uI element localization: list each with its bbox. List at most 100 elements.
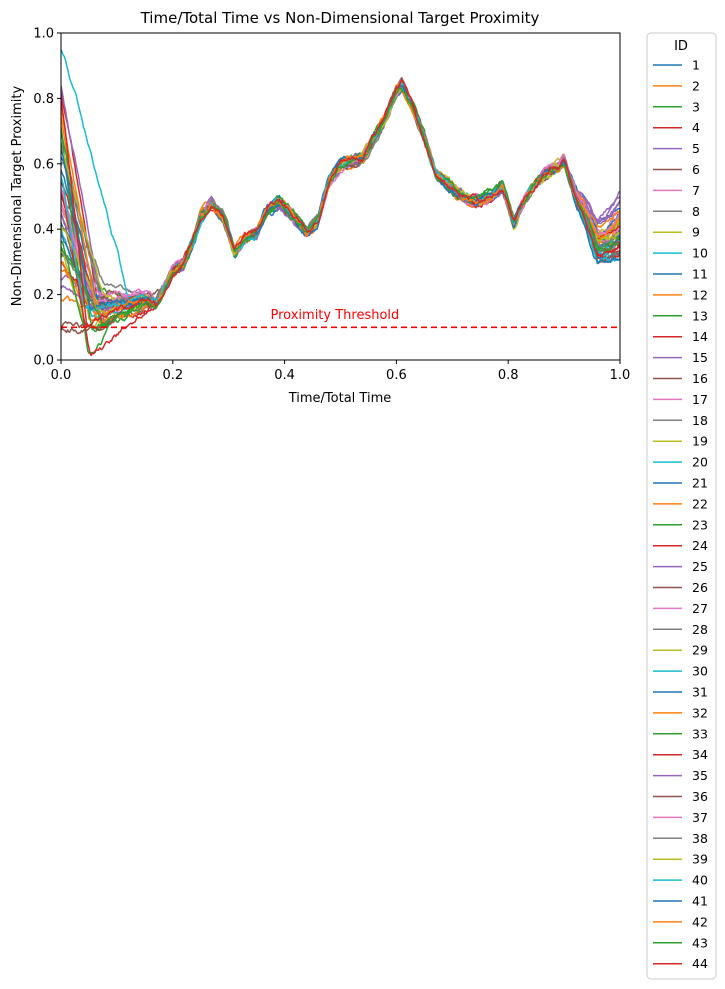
series-line-43: [61, 87, 620, 328]
series-line-11: [61, 81, 620, 309]
legend-label: 44: [692, 956, 708, 971]
series-line-3: [61, 84, 620, 306]
series-line-42: [61, 88, 620, 316]
legend-box: [646, 32, 717, 980]
series-line-29: [61, 84, 620, 308]
legend-label: 35: [692, 768, 708, 783]
legend-label: 43: [692, 935, 708, 950]
y-tick-label: 0.8: [33, 92, 54, 107]
legend-label: 32: [692, 705, 708, 720]
y-axis-label: Non-Dimensional Target Proximity: [10, 86, 25, 307]
series-line-40: [61, 87, 620, 312]
legend-label: 40: [692, 873, 708, 888]
legend-label: 6: [692, 162, 700, 177]
series-line-4: [61, 79, 620, 325]
legend-label: 17: [692, 392, 708, 407]
legend-label: 30: [692, 664, 708, 679]
legend: ID 1234567891011121314151617181920212223…: [646, 32, 717, 980]
legend-label: 20: [692, 455, 708, 470]
series-line-44: [61, 78, 620, 328]
legend-label: 38: [692, 831, 708, 846]
series-line-7: [61, 88, 620, 301]
series-line-41: [61, 84, 620, 311]
legend-label: 28: [692, 622, 708, 637]
series-line-32: [61, 86, 620, 325]
y-tick-label: 0.2: [33, 288, 54, 303]
legend-label: 11: [692, 267, 708, 282]
series-line-21: [61, 83, 620, 307]
legend-label: 2: [692, 78, 700, 93]
legend-label: 5: [692, 141, 700, 156]
legend-title: ID: [674, 39, 688, 54]
legend-label: 7: [692, 183, 700, 198]
legend-label: 29: [692, 643, 708, 658]
legend-label: 27: [692, 601, 708, 616]
legend-label: 8: [692, 204, 700, 219]
legend-label: 9: [692, 225, 700, 240]
series-line-24: [61, 85, 620, 307]
series-line-31: [61, 90, 620, 311]
series-line-33: [61, 88, 620, 330]
legend-label: 15: [692, 350, 708, 365]
legend-label: 34: [692, 747, 708, 762]
x-tick-label: 0.4: [274, 368, 295, 383]
legend-label: 10: [692, 246, 708, 261]
legend-label: 16: [692, 371, 708, 386]
legend-label: 19: [692, 434, 708, 449]
legend-label: 33: [692, 726, 708, 741]
legend-label: 22: [692, 496, 708, 511]
series-line-15: [61, 83, 620, 323]
x-axis-label: Time/Total Time: [288, 391, 392, 406]
legend-label: 12: [692, 287, 708, 302]
legend-label: 25: [692, 559, 708, 574]
legend-label: 41: [692, 894, 708, 909]
legend-label: 42: [692, 914, 708, 929]
series-line-17: [61, 86, 620, 317]
series-line-5: [61, 86, 620, 306]
plot-frame: [60, 32, 621, 361]
legend-label: 4: [692, 120, 700, 135]
x-tick-label: 0.6: [386, 368, 407, 383]
series-line-28: [61, 86, 620, 308]
chart-title: Time/Total Time vs Non-Dimensional Targe…: [140, 9, 540, 27]
x-tick-label: 0.0: [51, 368, 72, 383]
series-line-8: [61, 83, 620, 307]
series-line-26: [61, 84, 620, 308]
legend-label: 31: [692, 685, 708, 700]
legend-label: 21: [692, 476, 708, 491]
legend-label: 39: [692, 852, 708, 867]
series-line-1: [61, 85, 620, 312]
series-line-25: [61, 89, 620, 316]
legend-label: 23: [692, 517, 708, 532]
series-line-2: [61, 84, 620, 322]
series-line-9: [61, 82, 620, 313]
x-tick-label: 0.2: [162, 368, 183, 383]
series-layer: [61, 49, 620, 357]
legend-label: 13: [692, 308, 708, 323]
series-line-20: [61, 83, 620, 318]
y-tick-label: 0.0: [33, 354, 54, 369]
y-tick-label: 0.6: [33, 157, 54, 172]
y-axis-ticks: 0.0 0.2 0.4 0.6 0.8 1.0: [33, 27, 61, 369]
series-line-18: [61, 76, 620, 310]
threshold-label: Proximity Threshold: [271, 308, 400, 323]
x-tick-label: 1.0: [610, 368, 631, 383]
series-line-12: [61, 81, 620, 312]
y-tick-label: 1.0: [33, 27, 54, 42]
legend-label: 3: [692, 99, 700, 114]
series-line-38: [61, 85, 620, 309]
x-tick-label: 0.8: [498, 368, 519, 383]
series-line-37: [61, 88, 620, 306]
legend-label: 36: [692, 789, 708, 804]
x-axis-ticks: 0.0 0.2 0.4 0.6 0.8 1.0: [51, 360, 631, 383]
series-line-10: [61, 82, 620, 307]
legend-label: 1: [692, 58, 700, 73]
legend-label: 14: [692, 329, 708, 344]
legend-label: 18: [692, 413, 708, 428]
series-line-14: [61, 83, 620, 312]
series-line-35: [61, 85, 620, 311]
y-tick-label: 0.4: [33, 223, 54, 238]
legend-label: 26: [692, 580, 708, 595]
legend-label: 37: [692, 810, 708, 825]
